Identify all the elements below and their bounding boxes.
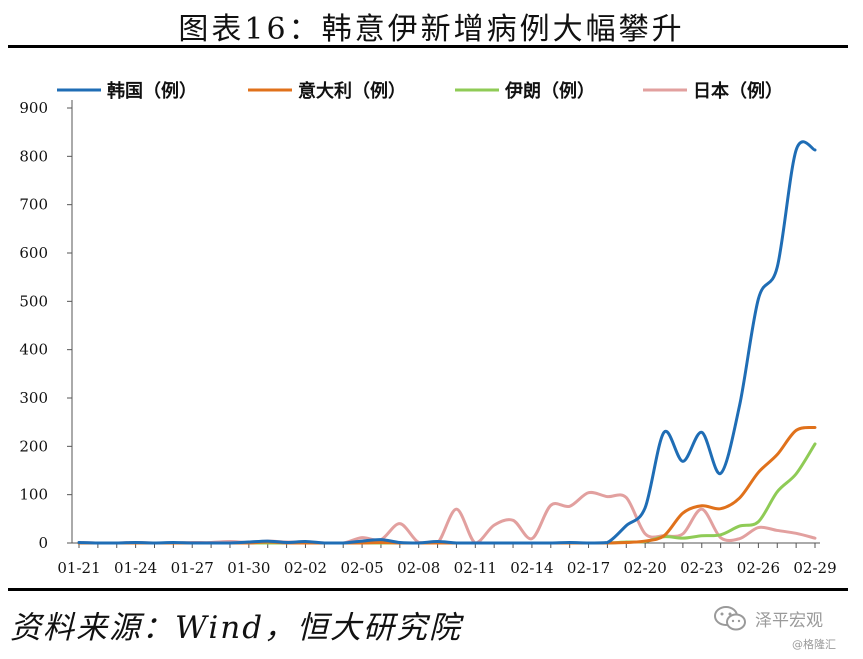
wechat-icon [714, 606, 746, 631]
x-tick-label: 02-08 [397, 559, 440, 577]
x-tick-label: 02-23 [680, 559, 723, 577]
watermark-subtext: @格隆汇 [792, 638, 836, 651]
y-tick-label: 600 [19, 244, 48, 262]
bottom-rule [8, 588, 848, 591]
legend-label-2: 伊朗（例） [504, 80, 595, 102]
x-tick-label: 02-05 [340, 559, 383, 577]
x-tick-label: 02-29 [793, 559, 836, 577]
x-tick-label: 02-26 [737, 559, 780, 577]
y-tick-label: 0 [38, 534, 48, 552]
y-tick-label: 100 [19, 486, 48, 504]
line-chart: 韩国（例） 意大利（例） 伊朗（例） 日本（例） 0 100 200 300 400 500 60… [19, 80, 837, 577]
series-line-2 [77, 442, 817, 545]
x-tick-label: 02-17 [567, 559, 610, 577]
x-tick-label: 02-20 [624, 559, 667, 577]
x-axis: 01-21 01-24 01-27 01-30 02-02 02-05 02-08 02-11… [57, 542, 837, 577]
y-tick-label: 700 [19, 196, 48, 214]
top-rule [8, 45, 848, 48]
chart-legend: 韩国（例） 意大利（例） 伊朗（例） 日本（例） [57, 80, 783, 102]
x-tick-label: 01-30 [227, 559, 270, 577]
y-tick-label: 400 [19, 341, 48, 359]
legend-label-3: 日本（例） [693, 80, 783, 102]
x-tick-label: 01-24 [114, 559, 157, 577]
x-tick-label: 02-11 [454, 559, 497, 577]
y-axis: 0 100 200 300 400 500 600 700 800 900 [19, 99, 73, 552]
legend-label-1: 意大利（例） [298, 80, 406, 102]
x-tick-label: 01-21 [57, 559, 100, 577]
y-tick-label: 300 [19, 389, 48, 407]
y-tick-label: 800 [19, 147, 48, 165]
series-lines [77, 140, 817, 545]
watermark-text: 泽平宏观 [755, 611, 823, 631]
y-tick-label: 500 [19, 292, 48, 310]
x-tick-label: 02-02 [284, 559, 327, 577]
y-tick-label: 900 [19, 99, 48, 117]
legend-label-0: 韩国（例） [107, 80, 197, 102]
y-tick-label: 200 [19, 437, 48, 455]
series-line-0 [77, 140, 817, 545]
x-tick-label: 01-27 [171, 559, 214, 577]
figure-title: 图表16：韩意伊新增病例大幅攀升 [178, 12, 685, 47]
x-tick-label: 02-14 [510, 559, 553, 577]
source-note: 资料来源：Wind，恒大研究院 [10, 610, 463, 646]
